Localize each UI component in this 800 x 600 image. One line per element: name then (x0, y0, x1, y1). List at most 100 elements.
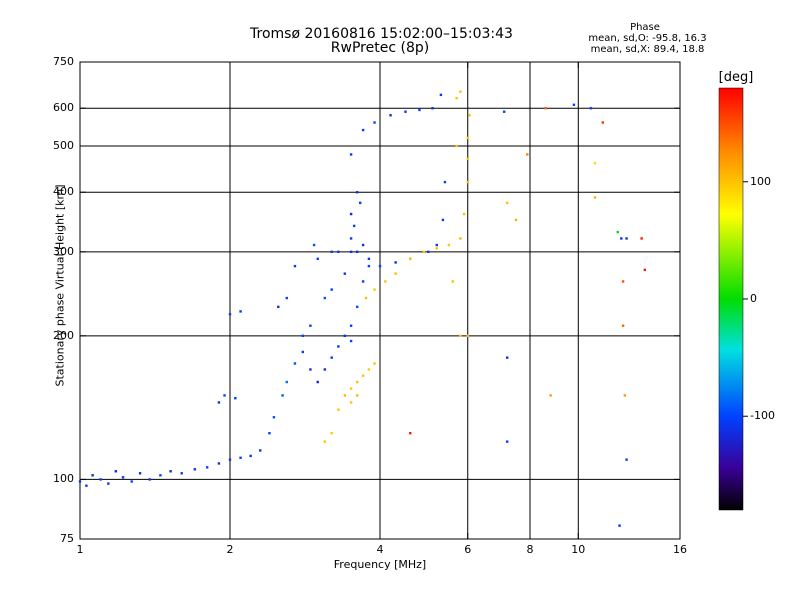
data-point (593, 196, 597, 199)
data-point (505, 201, 509, 205)
x-tick-label: 6 (464, 543, 472, 556)
data-point (616, 230, 619, 234)
data-point (349, 153, 353, 156)
data-point (148, 478, 151, 481)
data-point (361, 243, 365, 247)
data-point (447, 243, 451, 247)
y-tick-label: 600 (53, 101, 74, 115)
grid-lines (80, 62, 680, 539)
data-point (549, 394, 552, 397)
data-point (621, 280, 625, 283)
data-point (323, 440, 327, 443)
data-point (367, 368, 371, 371)
data-point (455, 96, 458, 100)
data-point (217, 462, 221, 465)
data-point (293, 264, 297, 268)
data-point (502, 110, 506, 113)
data-point (355, 394, 359, 397)
data-point (349, 212, 353, 216)
data-point (618, 524, 621, 527)
data-point (466, 136, 469, 140)
data-point (625, 458, 628, 461)
data-point (466, 334, 469, 338)
data-point (99, 478, 102, 481)
data-point (249, 454, 252, 458)
y-tick-label: 100 (53, 472, 74, 486)
data-point (217, 401, 221, 404)
data-point (205, 466, 209, 469)
data-point (239, 456, 242, 459)
data-point (355, 191, 359, 194)
data-point (343, 394, 347, 397)
data-point (301, 334, 305, 338)
data-point (355, 250, 359, 254)
data-point (193, 468, 197, 471)
data-point (361, 280, 365, 283)
data-point (361, 374, 365, 377)
data-point (277, 305, 280, 309)
data-point (330, 431, 333, 435)
data-point (441, 218, 445, 222)
data-point (323, 368, 327, 371)
data-point (180, 472, 183, 475)
data-point (130, 480, 133, 483)
data-point (378, 264, 382, 268)
data-point (85, 484, 88, 487)
data-point (459, 334, 462, 338)
y-tick-label: 75 (60, 532, 74, 545)
data-point (309, 368, 312, 371)
data-point (358, 201, 362, 205)
data-point (364, 296, 368, 300)
phase-stats-title: Phase (630, 22, 660, 33)
data-point (349, 250, 353, 254)
data-point (589, 107, 593, 110)
data-point (228, 458, 232, 461)
data-point (439, 93, 443, 97)
data-point (451, 280, 455, 283)
data-point (435, 243, 438, 247)
chart-title-line2: RwPretec (8p) (330, 40, 430, 56)
data-point (301, 350, 305, 354)
data-point (514, 218, 518, 222)
phase-stats-o-mode: mean, sd,O: -95.8, 16.3 (588, 33, 707, 44)
data-point (272, 416, 276, 419)
data-point (466, 157, 469, 161)
data-point (459, 90, 462, 93)
data-point (505, 356, 509, 359)
y-tick-label: 200 (53, 328, 74, 342)
data-point (427, 250, 430, 254)
data-point (349, 324, 353, 327)
colorbar (718, 87, 744, 511)
data-point (373, 288, 376, 291)
data-point (169, 470, 172, 473)
data-point (259, 449, 262, 452)
data-point (466, 180, 469, 184)
x-tick-label: 1 (76, 543, 84, 556)
data-point (281, 394, 284, 397)
data-point (643, 268, 647, 272)
data-point (505, 440, 509, 443)
data-point (394, 261, 397, 264)
x-tick-label: 16 (673, 543, 687, 556)
data-point (623, 394, 627, 397)
data-point (373, 362, 376, 365)
data-point (352, 224, 356, 228)
data-point (337, 408, 340, 411)
phase-stats-x-mode: mean, sd,X: 89.4, 18.8 (590, 44, 705, 55)
y-tick-label: 500 (53, 138, 74, 152)
data-point (625, 237, 628, 240)
data-point (349, 339, 353, 343)
colorbar-tick-label: 100 (750, 174, 771, 188)
data-point (443, 180, 447, 184)
data-point (309, 324, 312, 327)
data-point (337, 345, 340, 348)
data-point (349, 401, 353, 404)
colorbar-ticks (743, 181, 748, 417)
data-point (544, 107, 547, 110)
data-point (422, 250, 426, 254)
data-point (107, 482, 110, 485)
data-point (373, 121, 376, 124)
data-point (228, 312, 232, 316)
data-point (640, 237, 643, 240)
data-point (394, 272, 397, 275)
